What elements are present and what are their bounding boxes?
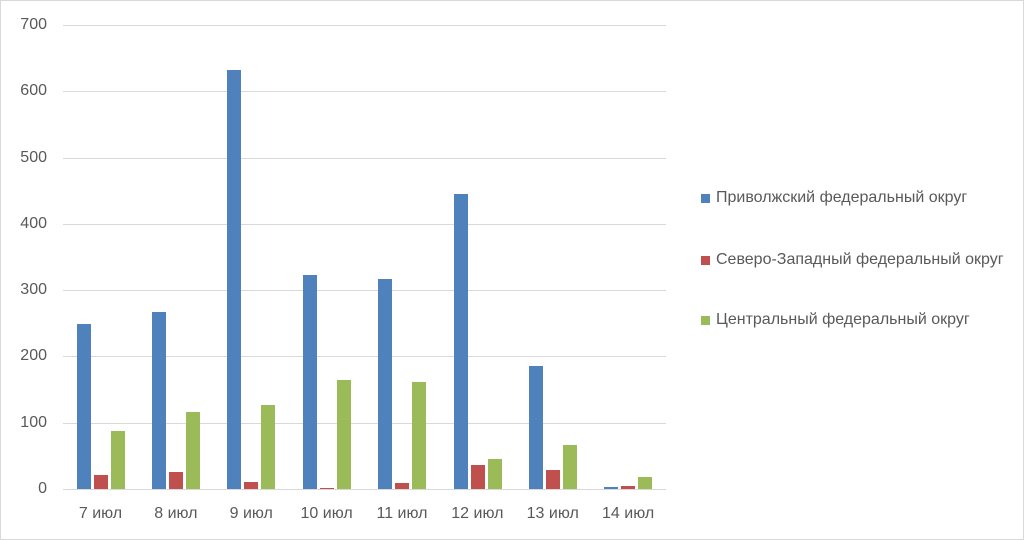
bar[interactable] [528, 366, 543, 489]
bar[interactable] [395, 483, 410, 489]
y-tick-label: 200 [20, 347, 47, 365]
y-tick-label: 300 [20, 281, 47, 299]
gridline [63, 223, 666, 225]
bar[interactable] [186, 412, 201, 489]
bar[interactable] [638, 477, 653, 489]
gridline [63, 157, 666, 159]
bar[interactable] [621, 485, 636, 489]
y-tick-label: 500 [20, 148, 47, 166]
x-tick-label: 10 июл [300, 505, 353, 522]
x-tick-label: 8 июл [154, 505, 198, 522]
bar[interactable] [76, 323, 91, 489]
x-tick-label: 7 июл [78, 505, 123, 522]
x-tick-label: 9 июл [229, 505, 273, 522]
bar[interactable] [545, 469, 560, 489]
x-tick-label: 11 июл [376, 505, 428, 522]
gridline [63, 489, 666, 490]
bar[interactable] [227, 70, 242, 489]
legend-label: Приволжский федеральный округ [716, 189, 968, 206]
bar[interactable] [604, 487, 619, 489]
gridline [63, 290, 666, 292]
bar[interactable] [110, 430, 125, 489]
bar[interactable] [336, 380, 351, 489]
legend-swatch-icon [701, 316, 710, 325]
y-tick-label: 700 [20, 16, 47, 33]
gridline [63, 91, 666, 93]
bar[interactable] [169, 472, 184, 489]
legend-item[interactable]: Северо-Западный федеральный округ [701, 249, 1006, 271]
legend-item[interactable]: Приволжский федеральный округ [701, 187, 1006, 209]
y-tick-label: 100 [20, 413, 47, 431]
gridline [63, 25, 666, 26]
legend-label: Центральный федеральный округ [716, 311, 970, 328]
bar[interactable] [562, 445, 577, 489]
bar[interactable] [378, 278, 393, 489]
legend-swatch-icon [701, 194, 710, 203]
bar[interactable] [261, 405, 276, 489]
legend-swatch-icon [701, 256, 710, 265]
bar[interactable] [470, 465, 485, 489]
gridline [63, 422, 666, 424]
bar[interactable] [319, 488, 334, 489]
plot-area [63, 25, 666, 490]
bar[interactable] [487, 459, 502, 489]
bar[interactable] [302, 274, 317, 489]
x-tick-label: 14 июл [602, 505, 655, 522]
legend-label: Северо-Западный федеральный округ [716, 251, 1004, 268]
y-tick-label: 400 [20, 214, 47, 232]
legend-item[interactable]: Центральный федеральный округ [701, 309, 1006, 331]
bar[interactable] [453, 194, 468, 489]
bar[interactable] [412, 382, 427, 489]
bar[interactable] [93, 475, 108, 489]
x-tick-label: 13 июл [526, 505, 579, 522]
gridline [63, 356, 666, 358]
bar[interactable] [244, 481, 259, 489]
y-tick-label: 0 [38, 480, 47, 497]
x-tick-label: 12 июл [451, 505, 504, 522]
bar[interactable] [152, 312, 167, 489]
y-tick-label: 600 [20, 82, 47, 100]
